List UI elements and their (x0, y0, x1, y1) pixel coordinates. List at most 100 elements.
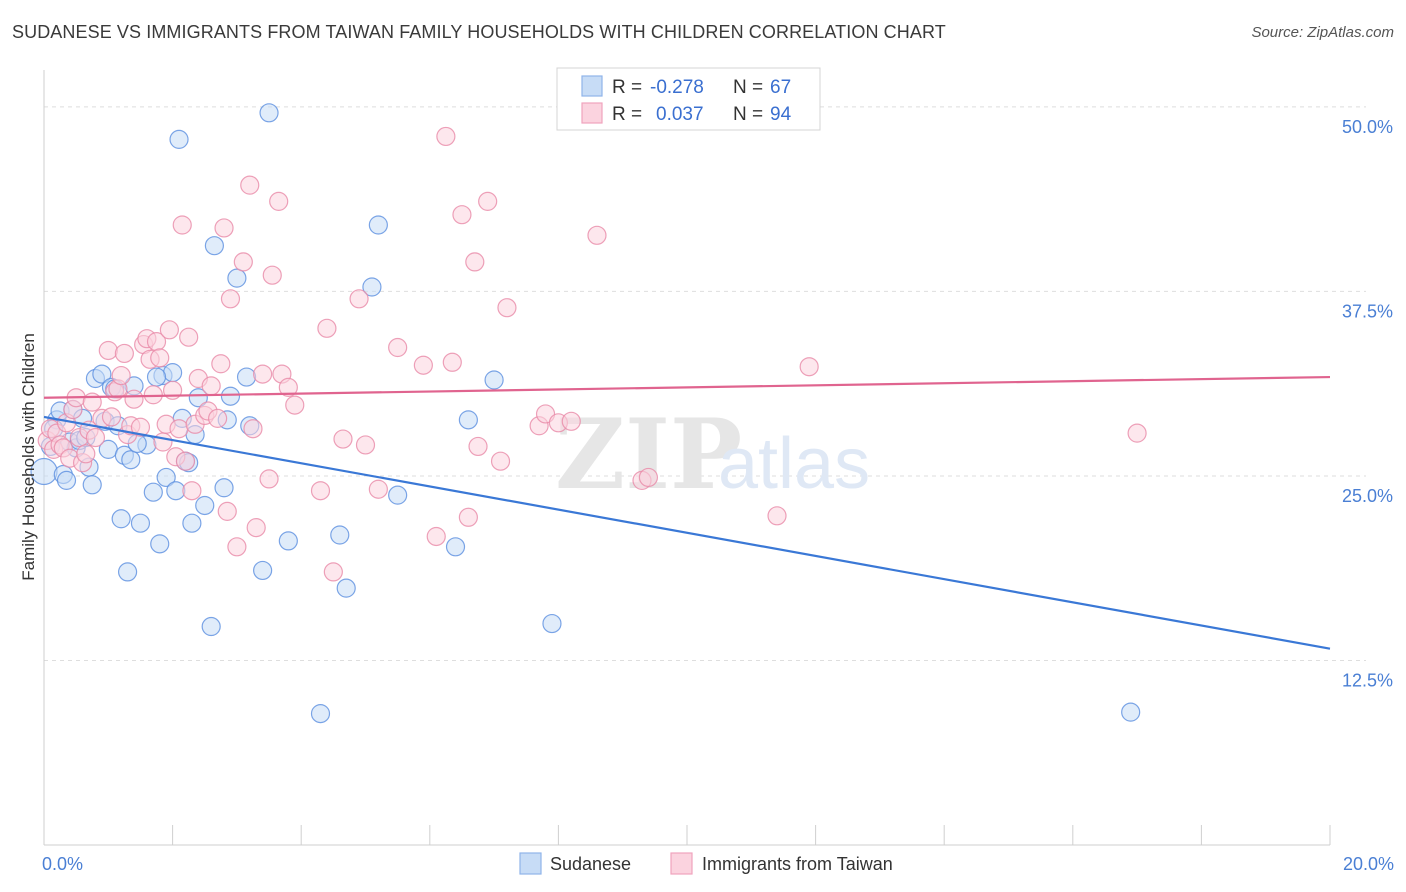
stats-n-label-taiwan: N = (733, 104, 763, 125)
point-taiwan (246, 518, 266, 538)
point-sudanese (227, 268, 247, 288)
point-taiwan (259, 469, 279, 489)
point-taiwan (201, 376, 221, 396)
point-sudanese (362, 277, 382, 297)
point-sudanese (336, 578, 356, 598)
y-axis-title: Family Households with Children (19, 333, 38, 581)
point-sudanese (201, 616, 221, 637)
point-sudanese (214, 478, 234, 498)
trend-line-sudanese (43, 415, 1331, 650)
point-sudanese (458, 410, 478, 430)
trend-lines (43, 375, 1331, 650)
point-taiwan (153, 432, 173, 452)
stats-r-label-taiwan: R = (612, 104, 642, 125)
point-taiwan (253, 364, 273, 384)
y-tick-label: 25.0% (1342, 486, 1393, 506)
point-taiwan (349, 289, 369, 309)
point-taiwan (240, 175, 260, 195)
point-taiwan (217, 501, 237, 521)
point-taiwan (285, 395, 305, 415)
point-taiwan (355, 435, 376, 455)
point-sudanese (111, 509, 131, 529)
stats-swatch-sudanese (581, 75, 603, 97)
point-taiwan (452, 205, 472, 225)
x-tick-label: 20.0% (1343, 854, 1394, 874)
point-taiwan (233, 252, 253, 272)
stats-n-value-taiwan: 94 (770, 104, 792, 125)
point-sudanese (368, 215, 388, 235)
point-sudanese (278, 531, 298, 551)
point-taiwan (227, 537, 247, 557)
stats-n-label-sudanese: N = (733, 77, 763, 98)
point-taiwan (269, 191, 289, 211)
y-tick-label: 50.0% (1342, 117, 1393, 137)
point-taiwan (426, 526, 446, 547)
point-sudanese (156, 467, 176, 488)
point-taiwan (172, 215, 192, 235)
point-taiwan (179, 327, 199, 347)
point-taiwan (413, 355, 433, 375)
point-sudanese (92, 364, 112, 384)
y-tick-label: 12.5% (1342, 670, 1393, 690)
point-taiwan (317, 318, 337, 338)
point-sudanese (166, 481, 186, 501)
point-taiwan (111, 365, 131, 386)
trend-line-taiwan (43, 375, 1331, 399)
stats-r-value-sudanese: -0.278 (650, 77, 704, 98)
point-sudanese (542, 613, 562, 634)
point-taiwan (211, 354, 231, 374)
point-taiwan (458, 507, 478, 527)
chart-title: SUDANESE VS IMMIGRANTS FROM TAIWAN FAMIL… (12, 22, 946, 42)
point-taiwan (323, 562, 343, 582)
point-sudanese (82, 475, 102, 495)
point-sudanese (150, 534, 170, 554)
point-taiwan (767, 506, 787, 526)
point-taiwan (436, 126, 456, 147)
point-sudanese (182, 513, 202, 533)
chart-source: Source: ZipAtlas.com (1251, 24, 1394, 41)
point-sudanese (259, 103, 279, 123)
point-taiwan (638, 467, 659, 488)
point-sudanese (330, 525, 350, 545)
point-taiwan (333, 429, 353, 449)
point-sudanese (188, 388, 208, 408)
point-sudanese (445, 537, 466, 557)
legend-label-sudanese: Sudanese (550, 854, 631, 874)
point-sudanese (1121, 702, 1141, 722)
point-taiwan (124, 389, 144, 409)
point-taiwan (85, 427, 106, 448)
point-taiwan (114, 343, 134, 364)
point-sudanese (143, 482, 163, 502)
stats-n-value-sudanese: 67 (770, 77, 791, 98)
point-taiwan (101, 407, 122, 427)
point-taiwan (214, 218, 234, 238)
point-sudanese (236, 367, 257, 387)
point-taiwan (169, 419, 189, 439)
x-tick-label: 0.0% (42, 854, 83, 874)
point-sudanese (195, 495, 215, 516)
point-sudanese (484, 370, 504, 390)
watermark-zip: ZIP (555, 398, 742, 511)
point-taiwan (468, 436, 488, 457)
stats-r-value-taiwan: 0.037 (656, 104, 704, 125)
point-taiwan (182, 481, 202, 501)
point-taiwan (208, 408, 228, 428)
watermark: ZIP atlas (555, 398, 870, 511)
point-taiwan (1127, 423, 1147, 443)
point-taiwan (150, 348, 170, 368)
point-sudanese (388, 485, 408, 505)
point-taiwan (130, 417, 151, 437)
point-sudanese (169, 129, 189, 149)
point-sudanese (220, 386, 241, 406)
point-sudanese (56, 470, 77, 490)
point-sudanese (204, 236, 224, 256)
point-sudanese (121, 450, 141, 470)
point-sudanese (130, 513, 151, 533)
point-taiwan (76, 444, 96, 464)
stats-r-label-sudanese: R = (612, 77, 642, 98)
point-taiwan (159, 320, 179, 340)
point-taiwan (175, 451, 196, 471)
legend-swatch-taiwan (670, 852, 693, 875)
data-points (30, 103, 1147, 724)
